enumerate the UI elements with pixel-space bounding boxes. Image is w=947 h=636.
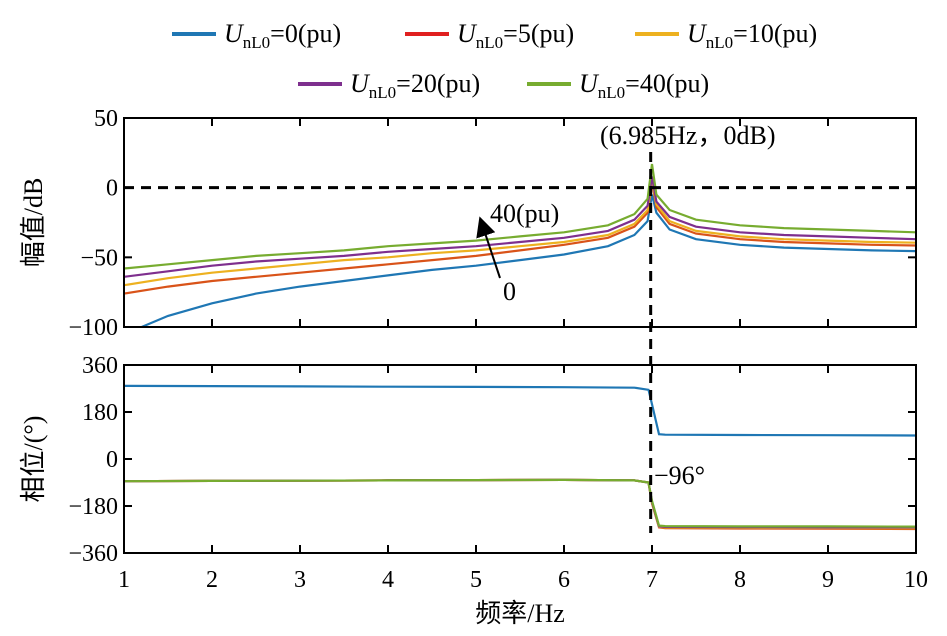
legend-entry: UnL0=5(pu) (457, 19, 574, 52)
phase-y-tick-label: −360 (68, 541, 118, 567)
magnitude-plot-frame (123, 117, 917, 328)
legend-entry: UnL0=10(pu) (687, 19, 817, 52)
increase-arrow (476, 216, 501, 279)
x-tick-label: 6 (558, 567, 570, 593)
x-tick-label: 3 (294, 567, 306, 593)
legend: UnL0=0(pu) UnL0=5(pu) UnL0=10(pu) UnL0=20(p… (172, 19, 817, 102)
phase-series-line-3 (123, 478, 916, 529)
arrow-label-bottom: 0 (503, 277, 516, 306)
phase-y-axis-label: 相位/(°) (19, 416, 48, 503)
magnitude-series-line-2 (123, 179, 917, 287)
phase-plot-frame (123, 364, 917, 554)
magnitude-panel: 50 0 −50 −100 幅值/dB (6.985Hz，0dB) 40(pu) 0 (19, 106, 917, 341)
magnitude-y-tick-label: −50 (80, 245, 118, 271)
phase-y-tick-label: 360 (82, 353, 118, 379)
peak-annotation: (6.985Hz，0dB) (600, 121, 775, 150)
magnitude-series-group (123, 163, 917, 329)
legend-entry: UnL0=0(pu) (224, 19, 341, 52)
phase-series-line-4 (123, 478, 917, 528)
phase-y-tick-label: 0 (106, 447, 118, 473)
x-tick-label: 8 (734, 567, 746, 593)
phase-annotation: −96° (654, 461, 705, 490)
x-tick-label: 10 (904, 567, 928, 593)
x-tick-label: 5 (470, 567, 482, 593)
magnitude-series-line-3 (123, 176, 917, 278)
magnitude-series-line-0 (141, 194, 917, 329)
arrow-label-top: 40(pu) (490, 199, 559, 228)
phase-series-line-0 (123, 384, 917, 437)
magnitude-y-ticks: 50 0 −50 −100 (68, 106, 916, 341)
phase-panel: 360 180 0 −180 −360 1 2 3 4 5 6 7 8 9 10 相位/(°) −96° (19, 353, 928, 593)
magnitude-y-axis-label: 幅值/dB (19, 178, 48, 268)
magnitude-y-tick-label: 50 (94, 106, 118, 132)
magnitude-series-line-1 (123, 181, 917, 295)
x-tick-label: 1 (118, 567, 130, 593)
magnitude-y-tick-label: −100 (68, 315, 118, 341)
phase-series-group (123, 384, 917, 531)
phase-series-line-2 (123, 478, 917, 530)
x-tick-label: 7 (646, 567, 658, 593)
x-tick-label: 9 (822, 567, 834, 593)
legend-entry: UnL0=20(pu) (350, 69, 480, 102)
phase-y-tick-label: −180 (68, 494, 118, 520)
phase-y-tick-label: 180 (82, 400, 118, 426)
legend-entry: UnL0=40(pu) (579, 69, 709, 102)
phase-series-line-1 (123, 478, 917, 531)
x-axis-label: 频率/Hz (475, 599, 565, 628)
phase-y-ticks: 360 180 0 −180 −360 (68, 353, 916, 567)
magnitude-x-ticks (123, 118, 917, 327)
magnitude-y-tick-label: 0 (106, 176, 118, 202)
x-tick-label: 4 (382, 567, 394, 593)
magnitude-series-line-4 (123, 163, 917, 270)
phase-x-ticks: 1 2 3 4 5 6 7 8 9 10 (118, 365, 928, 593)
x-tick-label: 2 (206, 567, 218, 593)
